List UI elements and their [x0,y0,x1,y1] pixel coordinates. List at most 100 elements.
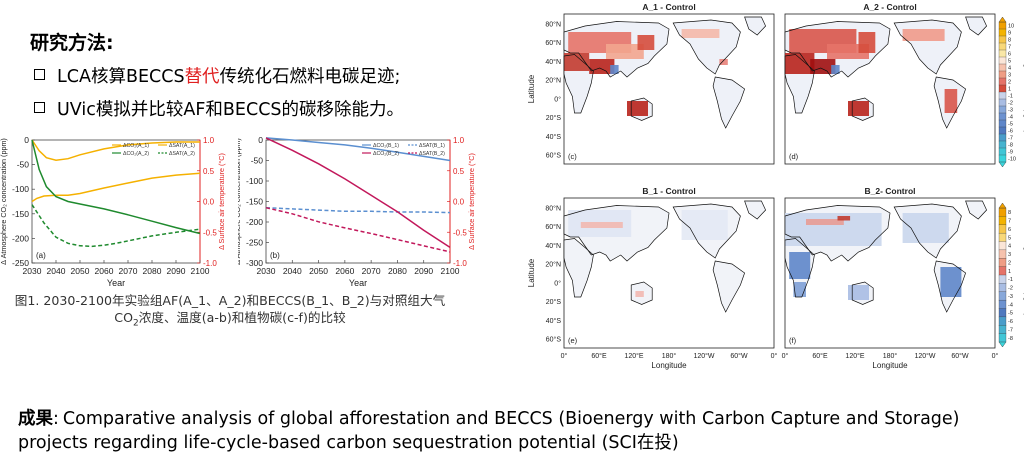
colorbar-cell [998,56,1007,65]
colorbar-tick-label: 2 [1008,80,1011,86]
y-tick-label-left: -100 [246,176,263,186]
colorbar-tick-label: -7 [1008,327,1013,333]
y-tick-label-right: -1.0 [453,259,467,268]
colorbar-tick-label: -2 [1008,286,1013,292]
legend-label: ΔCO₂(B_2) [373,151,399,157]
y-tick-label-right: -0.5 [203,228,217,237]
coastline-namerica [893,203,962,259]
veg-change-patch [848,101,869,116]
colorbar-cell [998,291,1007,301]
y-tick-label-right: 1.0 [453,136,465,145]
colorbar-tick-label: -1 [1008,94,1013,100]
caption-line-2: CO2浓度、温度(a-b)和植物碳(c-f)的比较 [10,309,450,333]
veg-change-patch [789,252,811,279]
colorbar-tick-label: -8 [1008,336,1013,342]
y-tick-label-right: 0.0 [203,198,215,207]
y-tick-label-left: -250 [12,258,29,268]
lon-tick-label: 0° [782,352,789,360]
coastline-greenland [965,16,988,36]
land-greenland [965,201,987,219]
colorbar-tick-label: -7 [1008,136,1013,142]
coastline-namerica [672,203,741,259]
coastline-greenland [965,200,988,220]
lon-tick-label: 180° [883,352,898,360]
colorbar-tick-label: 4 [1008,244,1011,250]
veg-change-patch [944,89,958,113]
bullet-square-icon [34,69,45,80]
y-tick-label-left: -300 [246,258,263,268]
coastline-greenland [744,16,767,36]
plot-frame [265,139,451,264]
series-line-3 [31,204,201,248]
colorbar-cell [998,241,1007,251]
lat-tick-label: 60°N [545,223,561,231]
colorbar-cell [998,147,1007,156]
series-line-3 [265,206,451,253]
colorbar-tick-label: -3 [1008,294,1013,300]
colorbar-cell [998,119,1007,128]
y-tick-label-left: -150 [246,197,263,207]
map-title: A_1 - Control [642,2,695,12]
coastline-africa [784,54,815,114]
map-title: B_1 - Control [642,186,695,196]
legend-label: ΔSAT(A_2) [169,151,195,157]
bullet-1-highlight: 替代 [184,67,220,87]
colorbar-tick-label: -2 [1008,101,1013,107]
colorbar-cell [998,49,1007,58]
x-tick-label: 2040 [47,266,66,276]
y-tick-label-left: -100 [12,184,29,194]
x-tick-label: 2050 [71,266,90,276]
x-axis-label: Year [349,278,367,288]
coastline-namerica [672,19,741,75]
colorbar-cell [998,35,1007,44]
veg-change-patch [858,32,876,53]
lon-tick-label: 60°E [591,352,607,360]
panel-label: (a) [36,251,46,260]
chart-b: 2030 2040 2050 2060 2070 2080 2090 2100 0 -50 -100… [238,135,476,288]
veg-change-patch [793,282,806,297]
colorbar-cell [998,207,1007,217]
colorbar-cell [998,112,1007,121]
lon-tick-label: 60°W [730,352,748,360]
veg-change-patch [785,213,882,246]
colorbar-tick-label: 7 [1008,45,1011,51]
y-axis-label-right: Δ Surface air temperature (°C) [467,153,476,250]
colorbar-tick-label: -6 [1008,319,1013,325]
lat-tick-label: 80°N [545,204,561,212]
colorbar-cell [998,84,1007,93]
colorbar-cell [998,308,1007,318]
veg-change-patch [635,291,644,297]
colorbar-top-arrow [998,16,1007,23]
colorbar-cell [998,140,1007,149]
colorbar-cell [998,325,1007,335]
colorbar-tick-label: 4 [1008,66,1011,72]
coastline-australia [851,97,874,121]
x-tick-label: 2070 [362,266,381,276]
y-tick-label-left: -250 [246,238,263,248]
colorbar-tick-label: 6 [1008,227,1011,233]
y-tick-label-right: 0.0 [453,198,465,207]
figure-caption: 图1. 2030-2100年实验组AF(A_1、A_2)和BECCS(B_1、B… [10,292,450,333]
colorbar-cell [998,266,1007,276]
y-axis-label-left: Δ Atmosphere CO₂ concentration (ppm) [238,138,242,265]
y-tick-label-left: -50 [251,156,264,166]
lon-tick-label: 0° [771,352,778,360]
colorbar-tick-label: 6 [1008,52,1011,58]
colorbar-tick-label: -8 [1008,143,1013,149]
veg-change-patch [681,29,720,38]
x-tick-label: 2080 [388,266,407,276]
colorbar-cell [998,133,1007,142]
colorbar-cell [998,333,1007,343]
coastline-eurasia [563,205,670,262]
veg-change-patch [848,285,869,300]
lat-tick-label: 60°S [546,336,562,344]
y-tick-label-right: -0.5 [453,228,467,237]
x-tick-label: 2050 [309,266,328,276]
legend-label: ΔSAT(B_2) [419,151,445,157]
x-tick-label: 2040 [283,266,302,276]
veg-change-patch [837,216,851,221]
lat-tick-label: 0° [554,95,561,103]
vegetation-maps: A_1 - Control(c)80°N60°N40°N20°N0°20°S40… [527,2,1024,370]
caption-sub: 2 [133,318,139,329]
colorbar-cell [998,126,1007,135]
